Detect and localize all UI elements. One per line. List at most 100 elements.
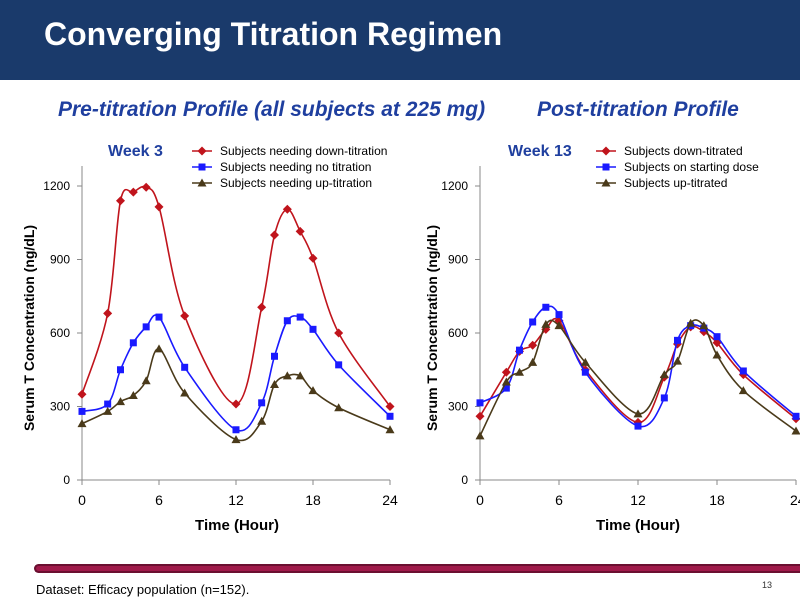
series-1 [78, 313, 394, 434]
series-line [81, 185, 391, 407]
data-point-square [502, 384, 510, 392]
data-point-triangle [128, 390, 138, 399]
series-2 [475, 318, 800, 440]
data-point-triangle [699, 321, 709, 330]
x-tick-label: 0 [78, 492, 86, 508]
data-point-square [542, 303, 550, 311]
data-point-triangle [633, 409, 643, 418]
data-point-square [142, 323, 150, 331]
x-tick-label: 6 [555, 492, 563, 508]
y-tick-label: 900 [50, 253, 70, 267]
data-point-triangle [501, 377, 511, 386]
data-point-triangle [197, 178, 207, 187]
x-tick-label: 12 [228, 492, 244, 508]
data-point-square [674, 336, 681, 344]
y-tick-label: 0 [63, 473, 70, 487]
data-point-square [581, 368, 589, 376]
data-point-diamond [601, 146, 611, 156]
x-tick-label: 18 [709, 492, 725, 508]
data-point-square [555, 311, 563, 319]
data-point-diamond [501, 367, 511, 377]
data-point-triangle [712, 350, 722, 359]
data-point-diamond [141, 182, 151, 192]
week-annotation: Week 13 [508, 143, 572, 160]
data-point-triangle [580, 357, 590, 366]
data-point-square [713, 333, 721, 341]
data-point-square [516, 346, 523, 354]
data-point-triangle [791, 426, 800, 435]
data-point-triangle [686, 318, 696, 327]
data-point-diamond [116, 196, 125, 206]
y-tick-label: 300 [50, 400, 70, 414]
legend-label: Subjects needing up-titration [220, 176, 372, 190]
series-line [81, 314, 391, 432]
series-line [479, 317, 797, 424]
data-point-diamond [103, 308, 113, 318]
y-axis-label: Serum T Concentration (ng/dL) [424, 225, 440, 431]
data-point-square [78, 407, 86, 415]
data-point-square [181, 363, 189, 371]
x-tick-label: 24 [790, 492, 800, 508]
data-point-diamond [270, 230, 279, 240]
data-point-diamond [77, 389, 87, 399]
chart-pre-titration: 0 300 600 900 1200 0 6 12 18 24 Time (Hour) Serum T… [21, 143, 398, 534]
data-point-square [660, 394, 668, 402]
data-point-square [271, 352, 278, 360]
legend-entry: Subjects up-titrated [596, 176, 727, 190]
data-point-triangle [528, 357, 538, 366]
week-annotation: Week 3 [108, 143, 163, 160]
data-point-square [283, 317, 291, 325]
data-point-triangle [77, 419, 87, 428]
data-point-triangle [554, 321, 564, 330]
legend-entry: Subjects needing no titration [192, 160, 371, 174]
chart-post-titration: 0 300 600 900 1200 0 6 12 18 24 Time (Hour) Serum T… [424, 143, 800, 534]
data-point-square [529, 318, 537, 326]
series-0 [77, 182, 395, 411]
y-axis-label: Serum T Concentration (ng/dL) [21, 225, 37, 431]
data-point-diamond [475, 411, 485, 421]
series-2 [77, 344, 395, 444]
legend-label: Subjects down-titrated [624, 144, 743, 158]
data-point-square [476, 399, 484, 407]
data-point-triangle [659, 370, 669, 379]
data-point-square [232, 426, 240, 434]
data-point-square [198, 163, 206, 171]
legend-entry: Subjects needing up-titration [192, 176, 372, 190]
slide-header: Converging Titration Regimen [0, 0, 800, 80]
slide-title: Converging Titration Regimen [44, 16, 503, 52]
x-tick-label: 24 [382, 492, 398, 508]
data-point-square [296, 313, 304, 321]
data-point-triangle [385, 425, 395, 434]
data-point-diamond [308, 253, 318, 263]
data-point-triangle [673, 356, 682, 365]
data-point-square [335, 361, 343, 369]
data-point-diamond [528, 340, 538, 350]
data-point-diamond [231, 399, 241, 409]
data-point-triangle [334, 403, 344, 412]
data-point-square [309, 325, 317, 333]
y-tick-label: 1200 [441, 179, 468, 193]
left-chart-title: Pre-titration Profile (all subjects at 2… [58, 98, 486, 121]
data-point-diamond [257, 302, 267, 312]
legend-label: Subjects needing down-titration [220, 144, 387, 158]
data-point-triangle [475, 431, 485, 440]
data-point-triangle [541, 319, 551, 328]
data-point-triangle [180, 388, 190, 397]
data-point-diamond [282, 204, 292, 214]
data-point-triangle [738, 386, 748, 395]
y-tick-label: 600 [50, 326, 70, 340]
footer-bar [34, 564, 800, 573]
y-tick-label: 1200 [43, 179, 70, 193]
y-tick-label: 0 [461, 473, 468, 487]
data-point-triangle [601, 178, 611, 187]
legend-label: Subjects on starting dose [624, 160, 759, 174]
data-point-diamond [197, 146, 207, 156]
data-point-triangle [282, 371, 292, 380]
data-point-triangle [154, 344, 164, 353]
data-point-square [129, 339, 137, 347]
data-point-diamond [334, 328, 344, 338]
data-point-square [104, 400, 112, 408]
x-tick-label: 6 [155, 492, 163, 508]
data-point-triangle [141, 376, 151, 385]
legend-entry: Subjects needing down-titration [192, 144, 387, 158]
